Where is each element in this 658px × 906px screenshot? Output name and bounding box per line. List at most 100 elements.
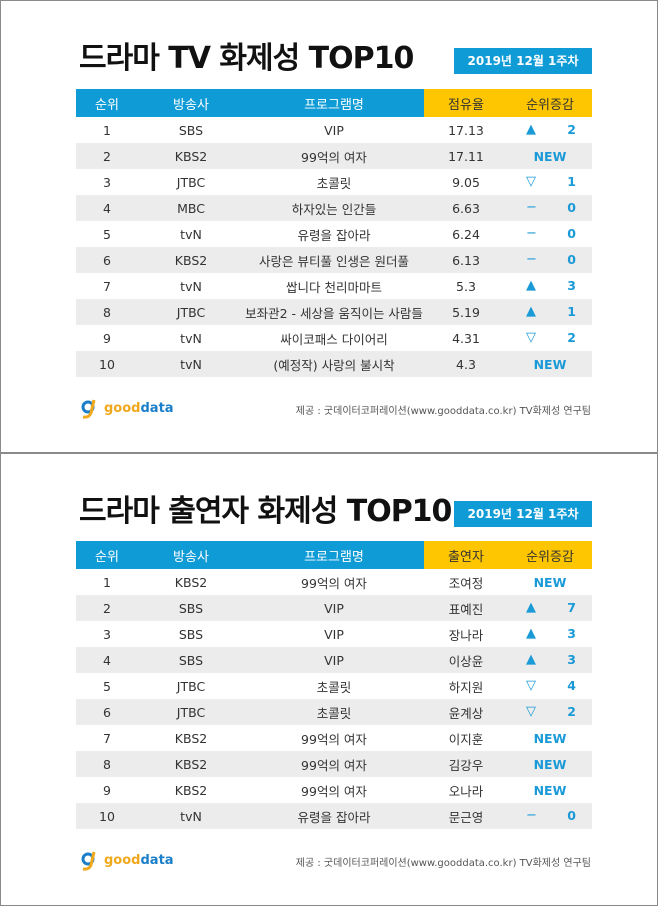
cell: 오나라 (448, 783, 484, 799)
table-row: 2 SBS VIP 표예진 ▲ 7 (76, 595, 592, 621)
cell: 9 (103, 782, 111, 798)
column-header: 프로그램명 (244, 541, 424, 569)
cell: KBS2 (138, 751, 244, 777)
date-badge: 2019년 12월 1주차 (454, 501, 592, 527)
triangle-down-icon: ▽ (526, 704, 536, 719)
cell: 6.63 (424, 195, 508, 221)
cell: tvN (180, 278, 202, 294)
new-badge: NEW (533, 574, 567, 590)
cell: 2 (76, 595, 138, 621)
cell: 7 (103, 278, 111, 294)
table-row: 2 KBS2 99억의 여자 17.11 NEW (76, 143, 592, 169)
new-badge: NEW (533, 148, 567, 164)
gooddata-logo-icon (81, 399, 96, 419)
table-row: 6 KBS2 사랑은 뷰티풀 인생은 원더풀 6.13 − 0 (76, 247, 592, 273)
cell: 5.19 (424, 299, 508, 325)
dash-icon: − (526, 808, 537, 823)
table-row: 6 JTBC 초콜릿 윤계상 ▽ 2 (76, 699, 592, 725)
cell: 하지원 (448, 679, 484, 695)
cell: VIP (244, 647, 424, 673)
table-row: 7 KBS2 99억의 여자 이지훈 NEW (76, 725, 592, 751)
table-row: 10 tvN 유령을 잡아라 문근영 − 0 (76, 803, 592, 829)
cell: 이상윤 (424, 647, 508, 673)
table-row: 9 KBS2 99억의 여자 오나라 NEW (76, 777, 592, 803)
table-row: 1 KBS2 99억의 여자 조여정 NEW (76, 569, 592, 595)
triangle-up-icon: ▲ (526, 122, 536, 137)
column-header: 순위 (76, 541, 138, 569)
table-row: 7 tvN 쌉니다 천리마마트 5.3 ▲ 3 (76, 273, 592, 299)
cell: 1 (103, 574, 111, 590)
cell: 초콜릿 (316, 679, 352, 695)
cell: 99억의 여자 (301, 783, 367, 799)
triangle-up-icon: ▲ (526, 600, 536, 615)
column-header: 순위 (76, 89, 138, 117)
cell: 3 (103, 174, 111, 190)
cell: SBS (138, 595, 244, 621)
cell: 6.24 (452, 226, 480, 242)
drama-tv-buzz-panel: 드라마 TV 화제성 TOP10 2019년 12월 1주차 순위 방송사 프로그램… (0, 0, 658, 453)
cell: 싸이코패스 다이어리 (280, 331, 388, 347)
cell: 8 (76, 299, 138, 325)
cell: tvN (138, 351, 244, 377)
gooddata-logo-icon (81, 851, 96, 871)
table-header: 순위 방송사 프로그램명 출연자 순위증감 (76, 541, 592, 569)
table-row: 4 MBC 하자있는 인간들 6.63 − 0 (76, 195, 592, 221)
cell: 10 (76, 351, 138, 377)
rank-change: 0 (567, 226, 576, 241)
rank-change: 2 (567, 330, 576, 345)
rank-change: 1 (567, 304, 576, 319)
rank-change: 2 (567, 122, 576, 137)
table-row: 10 tvN (예정작) 사랑의 불시착 4.3 NEW (76, 351, 592, 377)
dash-icon: − (526, 200, 537, 215)
table-row: 1 SBS VIP 17.13 ▲ 2 (76, 117, 592, 143)
cell: JTBC (138, 299, 244, 325)
rank-change: 1 (567, 174, 576, 189)
rank-change: 0 (567, 200, 576, 215)
cell: 김강우 (424, 751, 508, 777)
rank-change: 2 (567, 704, 576, 719)
cell: KBS2 (174, 782, 208, 798)
cell: 6.13 (424, 247, 508, 273)
table-row: 4 SBS VIP 이상윤 ▲ 3 (76, 647, 592, 673)
cell: SBS (178, 122, 204, 138)
cell: (예정작) 사랑의 불시착 (244, 351, 424, 377)
gooddata-logo: good data (79, 849, 174, 871)
cell: 초콜릿 (316, 175, 352, 191)
cell: 문근영 (424, 803, 508, 829)
table-row: 3 JTBC 초콜릿 9.05 ▽ 1 (76, 169, 592, 195)
cell: 4.31 (452, 330, 480, 346)
table-row: 8 KBS2 99억의 여자 김강우 NEW (76, 751, 592, 777)
table-row: 3 SBS VIP 장나라 ▲ 3 (76, 621, 592, 647)
column-header: 순위증감 (508, 541, 592, 569)
gooddata-logo: good data (79, 397, 174, 419)
cell: KBS2 (138, 247, 244, 273)
cell: 2 (76, 143, 138, 169)
triangle-down-icon: ▽ (526, 678, 536, 693)
cell: 5.3 (456, 278, 476, 294)
cell: 10 (76, 803, 138, 829)
cell: 6 (76, 699, 138, 725)
ranking-table: 순위 방송사 프로그램명 점유율 순위증감 1 SBS VIP 17.13 ▲ 2 2 KBS2 99억의… (76, 89, 592, 377)
cell: 유령을 잡아라 (297, 227, 371, 243)
rank-change: 0 (567, 252, 576, 267)
cell: 7 (103, 730, 111, 746)
cell: 99억의 여자 (301, 731, 367, 747)
triangle-down-icon: ▽ (526, 174, 536, 189)
triangle-up-icon: ▲ (526, 304, 536, 319)
source-credit: 제공 : 굿데이터코퍼레이션(www.gooddata.co.kr) TV화제성… (295, 406, 591, 417)
cell: 9.05 (452, 174, 480, 190)
cell: MBC (138, 195, 244, 221)
table-row: 8 JTBC 보좌관2 - 세상을 움직이는 사람들 5.19 ▲ 1 (76, 299, 592, 325)
cell: 조여정 (448, 575, 484, 591)
cell: 장나라 (448, 627, 484, 643)
rank-change: 4 (567, 678, 576, 693)
cell: KBS2 (174, 574, 208, 590)
ranking-table: 순위 방송사 프로그램명 출연자 순위증감 1 KBS2 99억의 여자 조여정 NEW 2 SBS V… (76, 541, 592, 829)
cell: JTBC (176, 678, 206, 694)
cell: 5 (103, 678, 111, 694)
cell: VIP (244, 595, 424, 621)
cell: VIP (324, 626, 344, 642)
table-row: 5 JTBC 초콜릿 하지원 ▽ 4 (76, 673, 592, 699)
cell: 99억의 여자 (244, 751, 424, 777)
cell: tvN (180, 330, 202, 346)
